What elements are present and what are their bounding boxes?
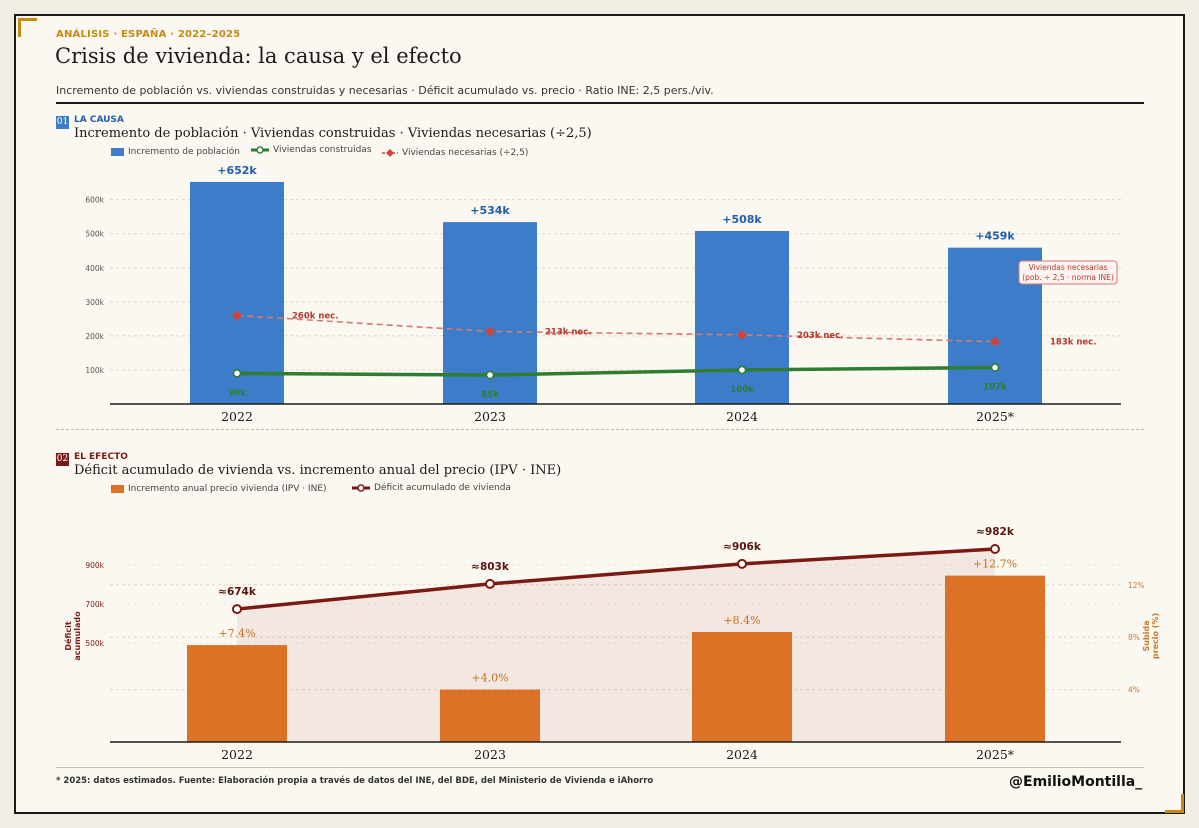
chart2-bar-price [945,575,1045,742]
chart2-xtick-label: 2023 [474,747,506,762]
chart1-point-built [232,369,242,378]
chart1-ytick-label: 100k [85,366,104,375]
chart1-line-needed [236,314,996,343]
corner-ornament-bottom-right [1165,794,1184,813]
chart2-yaxis-right-title: Subidaprecio (%) [1142,613,1160,659]
legend-item-built: Viviendas construidas [251,145,372,155]
section1-number: 01 [56,116,69,129]
section-separator [56,429,1144,430]
chart2-point-deficit [485,578,495,589]
chart1-needed-label: 260k nec. [292,311,338,321]
chart1-ytick-label: 300k [85,298,104,307]
legend-swatch-population [111,148,124,156]
chart1-built-label: 100k [730,385,754,395]
chart1-xtick-label: 2024 [726,409,758,424]
chart1-ytick-label: 500k [85,230,104,239]
header-rule [56,102,1144,104]
section2-title: Déficit acumulado de vivienda vs. increm… [74,463,562,478]
chart1-needed-label: 183k nec. [1050,338,1096,348]
legend-label-price: Incremento anual precio vivienda (IPV · … [128,484,327,494]
chart1-annotation-line2: (pob. ÷ 2,5 · norma INE) [1022,273,1114,282]
chart1-built-label: 90k [228,388,246,398]
page-title: Crisis de vivienda: la causa y el efecto [55,44,462,68]
chart2-ytick-left-label: 700k [85,600,104,609]
footnote: * 2025: datos estimados. Fuente: Elabora… [56,776,654,786]
chart2-deficit-label: ≈674k [218,586,257,598]
chart1-line-built [236,365,996,377]
chart1-annotation-line1: Viviendas necesarias [1029,263,1108,272]
chart2-ytick-right-label: 8% [1128,633,1140,642]
author-handle: @EmilioMontilla_ [1009,774,1143,790]
chart2-bar-label: +4.0% [471,672,508,685]
chart1-bar-label: +508k [722,213,762,226]
chart2-bar-label: +7.4% [218,627,255,640]
chart2-xtick-label: 2022 [221,747,253,762]
chart2-point-deficit [737,558,747,569]
chart2-ytick-right-label: 4% [1128,686,1140,695]
chart1-point-built [485,370,495,380]
chart2-bar-price [692,631,792,742]
section2-tag: EL EFECTO [74,452,128,462]
chart1-point-needed [990,336,1000,347]
kicker: ANÁLISIS · ESPAÑA · 2022–2025 [56,29,241,40]
corner-ornament-top-left [18,18,37,37]
chart2-xtick-label: 2025* [976,747,1015,762]
legend-swatch-deficit [352,484,370,492]
chart2-yaxis-left-title: Déficitacumulado [63,611,82,661]
chart1-ytick-label: 200k [85,332,104,341]
chart1-bar-population [695,230,789,404]
legend-item-deficit: Déficit acumulado de vivienda [352,483,511,493]
chart2-deficit-label: ≈906k [723,541,762,553]
chart2-ytick-right-label: 12% [1128,581,1145,590]
legend-swatch-built [251,146,269,154]
chart2-bar-price [440,689,540,742]
legend-label-built: Viviendas construidas [273,145,372,155]
chart2-point-deficit [990,544,1000,555]
chart1-bar-label: +534k [470,204,510,217]
chart1-annotation-box [1018,260,1118,285]
section2-number: 02 [56,453,69,466]
section1-tag: LA CAUSA [74,115,124,125]
chart2-bar-label: +8.4% [723,614,760,627]
legend-item-price: Incremento anual precio vivienda (IPV · … [111,484,327,494]
legend-label-deficit: Déficit acumulado de vivienda [374,483,511,493]
chart2-deficit-label: ≈803k [471,561,510,573]
chart1-built-label: 107k [983,383,1007,393]
chart2-line-deficit [236,547,996,611]
page-subtitle: Incremento de población vs. viviendas co… [56,84,714,97]
chart2-deficit-label: ≈982k [976,526,1015,538]
legend-label-population: Incremento de población [128,147,240,157]
chart1-point-needed [232,310,242,321]
chart1-ytick-label: 400k [85,264,104,273]
chart1-xtick-label: 2023 [474,409,506,424]
chart1-point-needed [485,326,495,337]
chart2-ytick-left-label: 500k [85,639,104,648]
chart1-ytick-label: 600k [85,196,104,205]
chart2-bar-price [187,645,287,742]
legend-item-needed: Viviendas necesarias (÷2,5) [382,148,528,158]
chart2-bar-label: +12.7% [973,558,1017,571]
chart2-xtick-label: 2024 [726,747,758,762]
legend-item-population: Incremento de población [111,147,240,157]
chart1-point-built [737,365,747,375]
chart2-deficit-area [237,549,995,742]
chart2-ytick-left-label: 900k [85,561,104,570]
legend-swatch-price [111,485,124,493]
chart1-xtick-label: 2022 [221,409,253,424]
chart1-point-built [990,363,1000,372]
chart1-built-label: 85k [481,390,499,400]
chart1-bar-label: +459k [975,230,1015,243]
chart1-xtick-label: 2025* [976,409,1015,424]
section1-title: Incremento de población · Viviendas cons… [74,126,592,141]
chart1-needed-label: 203k nec. [797,331,843,341]
chart1-point-needed [737,329,747,340]
chart1-bar-label: +652k [217,164,257,177]
legend-swatch-needed [382,149,398,157]
chart1-bar-population [190,181,284,404]
chart2-point-deficit [232,604,242,615]
footer-rule [56,767,1144,768]
chart1-needed-label: 213k nec. [545,327,591,337]
legend-label-needed: Viviendas necesarias (÷2,5) [402,148,529,158]
